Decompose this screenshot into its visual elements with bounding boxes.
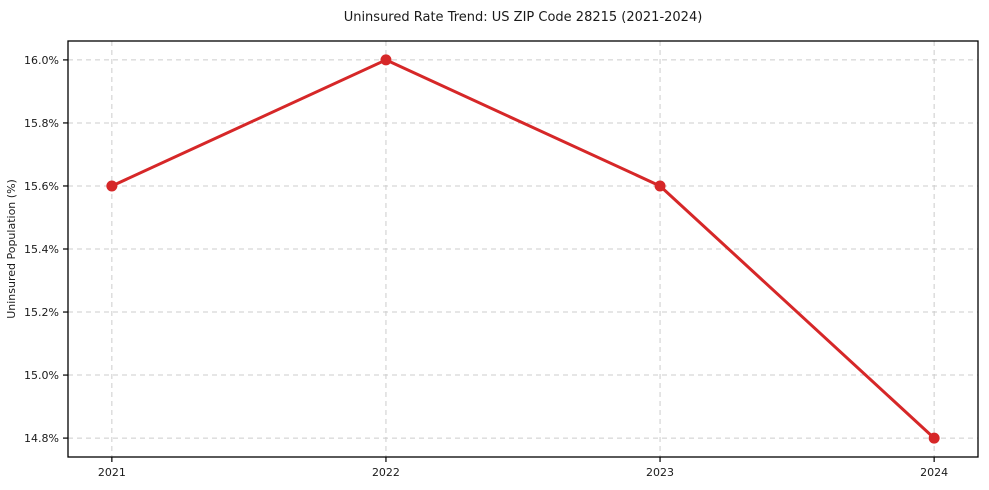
x-tick-label: 2023 bbox=[646, 466, 674, 479]
y-tick-label: 15.4% bbox=[24, 243, 59, 256]
data-series bbox=[106, 54, 940, 444]
data-point-marker bbox=[380, 54, 392, 66]
x-tick-label: 2022 bbox=[372, 466, 400, 479]
data-point-marker bbox=[654, 180, 666, 192]
y-axis-label: Uninsured Population (%) bbox=[5, 179, 18, 319]
x-tick-label: 2021 bbox=[98, 466, 126, 479]
y-tick-label: 15.8% bbox=[24, 117, 59, 130]
tick-labels: 14.8% 15.0% 15.2% 15.4% 15.6% 15.8% 16.0% 2021 2… bbox=[24, 54, 948, 479]
x-tick-label: 2024 bbox=[920, 466, 948, 479]
y-tick-label: 15.2% bbox=[24, 306, 59, 319]
data-point-marker bbox=[928, 432, 940, 444]
y-tick-label: 15.6% bbox=[24, 180, 59, 193]
gridlines bbox=[68, 41, 978, 457]
y-tick-label: 14.8% bbox=[24, 432, 59, 445]
y-tick-label: 15.0% bbox=[24, 369, 59, 382]
chart-title: Uninsured Rate Trend: US ZIP Code 28215 … bbox=[344, 10, 703, 25]
data-point-marker bbox=[106, 180, 118, 192]
trend-line bbox=[110, 58, 936, 440]
y-tick-label: 16.0% bbox=[24, 54, 59, 67]
